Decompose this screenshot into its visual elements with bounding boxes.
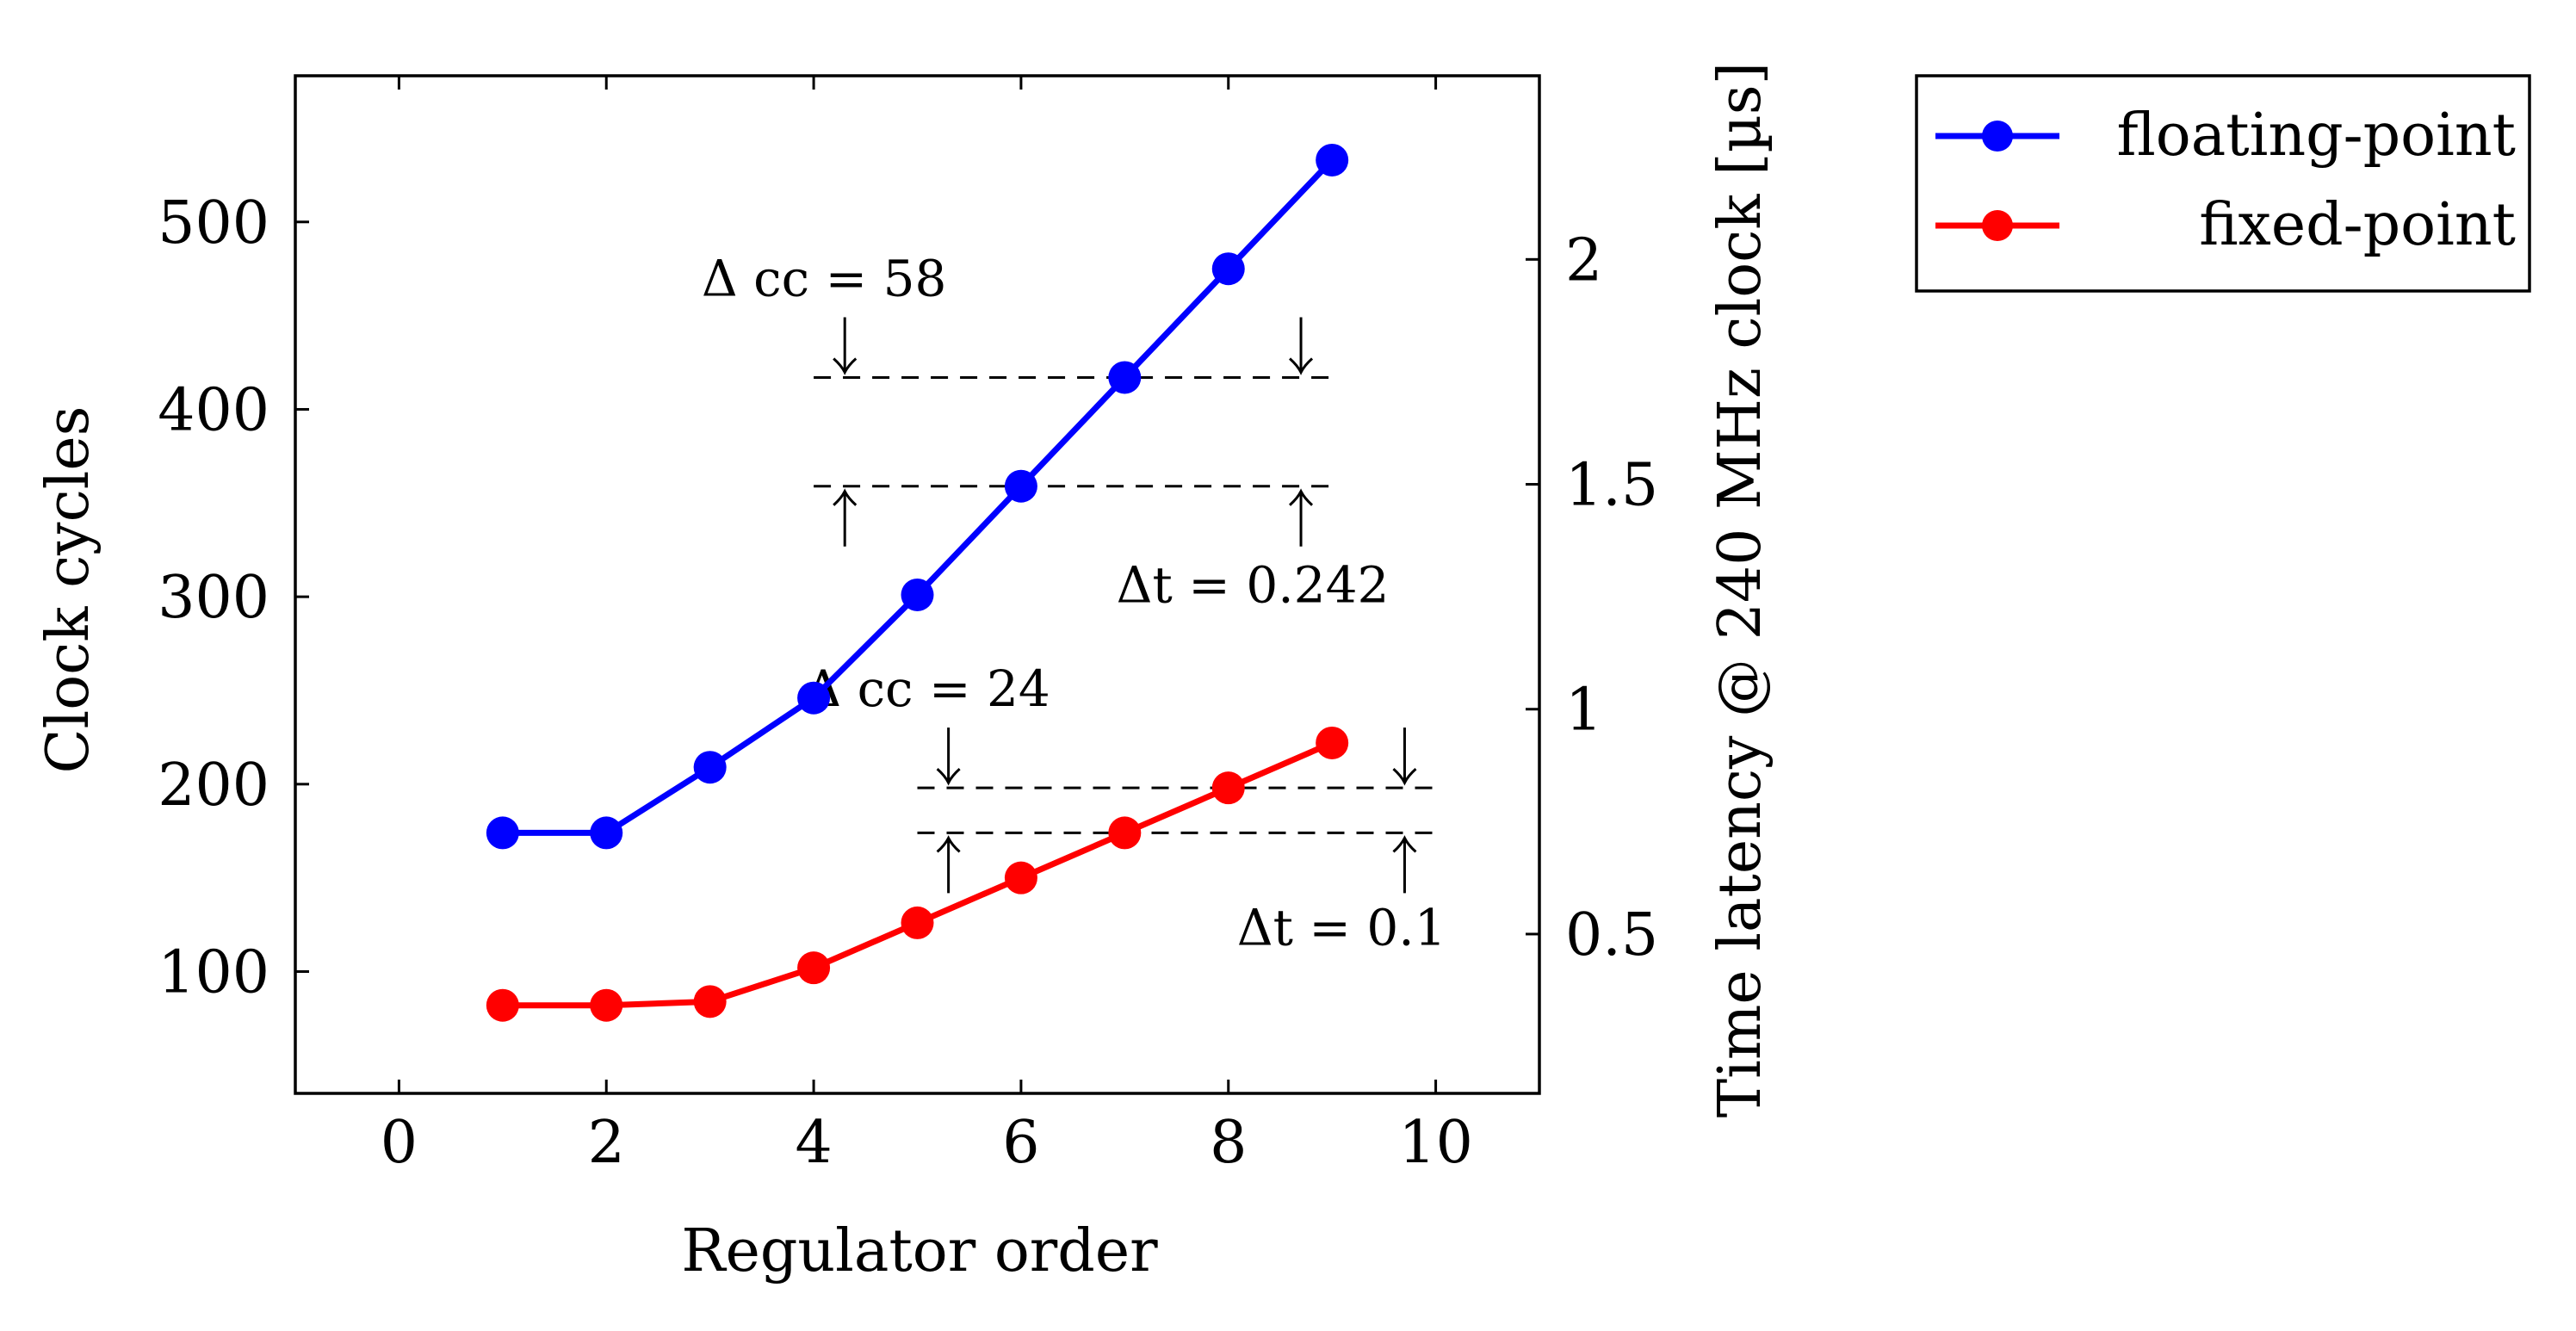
- data-point-floating-point: [901, 578, 934, 611]
- data-point-fixed-point: [693, 985, 727, 1018]
- y2-axis-label: Time latency @ 240 MHz clock [µs]: [1706, 62, 1774, 1117]
- x-tick-label: 0: [381, 1109, 418, 1177]
- up-arrow: [936, 835, 961, 894]
- annotation-label: Δt = 0.1: [1237, 898, 1446, 956]
- y-tick-label: 500: [158, 189, 269, 257]
- y-tick-label: 300: [158, 564, 269, 632]
- legend-marker-fixed-point: [1982, 210, 2013, 241]
- data-point-fixed-point: [901, 906, 934, 939]
- plot-axes: 0 2 4 6 8 10 100 200 300 400 500 0.5 1 1.5 2: [158, 74, 1658, 1177]
- series-line-fixed-point: [502, 740, 1334, 1009]
- down-arrow: [1289, 317, 1314, 375]
- y-tick-label: 100: [158, 939, 269, 1007]
- legend-label-floating-point: floating-point: [2116, 102, 2516, 170]
- data-point-floating-point: [486, 816, 519, 850]
- data-point-fixed-point: [797, 951, 831, 985]
- data-point-fixed-point: [486, 988, 519, 1022]
- data-series: [486, 143, 1349, 1022]
- y2-tick-label: 2: [1565, 226, 1602, 294]
- down-arrow: [833, 317, 858, 375]
- legend-label-fixed-point: fixed-point: [2199, 191, 2516, 259]
- legend-box: [1915, 74, 2531, 293]
- y-tick-label: 400: [158, 376, 269, 444]
- legend-marker-floating-point: [1982, 121, 2013, 152]
- plot-frame: [294, 74, 1541, 1095]
- up-arrow: [1392, 835, 1417, 894]
- data-point-fixed-point: [1316, 726, 1349, 759]
- y-tick-label: 200: [158, 752, 269, 820]
- data-point-floating-point: [1108, 361, 1142, 394]
- y2-tick-label: 1.5: [1565, 452, 1658, 520]
- data-point-floating-point: [1211, 252, 1245, 286]
- up-arrow: [1289, 488, 1314, 547]
- annotation-label: Δ cc = 58: [702, 249, 947, 307]
- annotation-label: Δt = 0.242: [1117, 556, 1390, 615]
- data-point-floating-point: [797, 681, 831, 715]
- data-point-fixed-point: [1211, 771, 1245, 805]
- data-point-fixed-point: [590, 988, 623, 1022]
- data-point-fixed-point: [1108, 816, 1142, 850]
- data-point-floating-point: [1316, 143, 1349, 176]
- y2-tick-label: 0.5: [1565, 901, 1658, 969]
- legend: floating-point fixed-point: [1915, 74, 2531, 293]
- data-point-fixed-point: [1004, 861, 1037, 895]
- y2-tick-label: 1: [1565, 677, 1602, 745]
- x-tick-label: 4: [795, 1109, 832, 1177]
- up-arrow: [833, 488, 858, 547]
- data-point-floating-point: [1004, 469, 1037, 503]
- x-axis-label: Regulator order: [681, 1217, 1158, 1285]
- y-axis-label: Clock cycles: [34, 405, 102, 773]
- down-arrow: [936, 727, 961, 786]
- x-tick-label: 2: [588, 1109, 625, 1177]
- data-point-floating-point: [693, 751, 727, 784]
- x-tick-label: 10: [1398, 1109, 1473, 1177]
- data-point-floating-point: [590, 816, 623, 850]
- x-tick-label: 6: [1002, 1109, 1039, 1177]
- down-arrow: [1392, 727, 1417, 786]
- x-tick-label: 8: [1210, 1109, 1247, 1177]
